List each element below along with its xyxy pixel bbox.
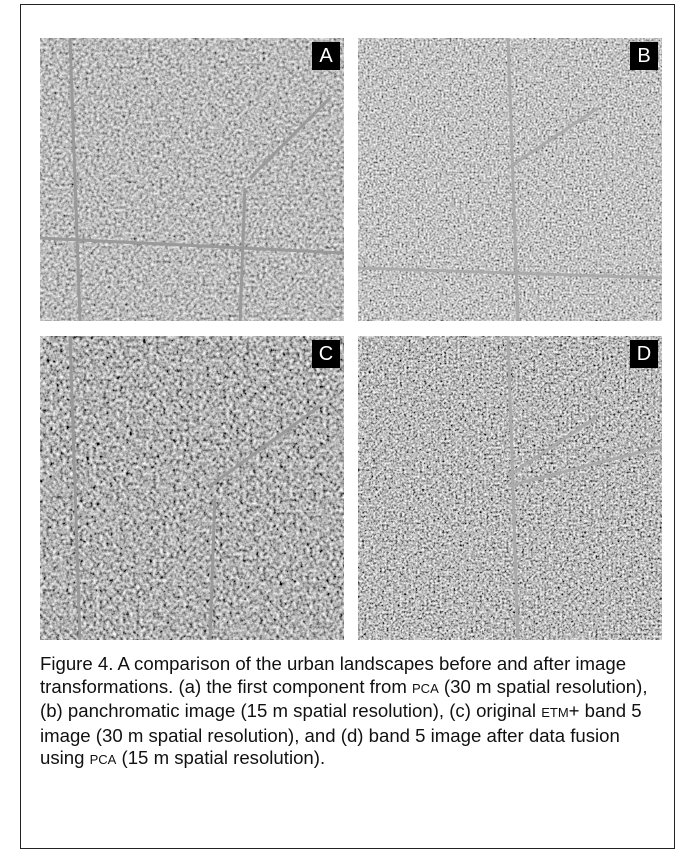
panel-label: B	[630, 42, 658, 70]
satellite-image	[40, 38, 344, 321]
caption-text: (15 m spatial resolution).	[116, 747, 325, 768]
figure-caption: Figure 4. A comparison of the urban land…	[40, 653, 665, 772]
panel-label: A	[312, 42, 340, 70]
panel-label: D	[630, 340, 658, 368]
satellite-image	[358, 38, 662, 321]
caption-acronym: PCA	[90, 752, 117, 767]
caption-acronym: ETM	[541, 705, 568, 720]
image-panel: D	[358, 336, 662, 640]
caption-acronym: PCA	[412, 681, 439, 696]
satellite-image	[40, 336, 344, 640]
image-panel: A	[40, 38, 344, 321]
panel-label: C	[312, 340, 340, 368]
image-panel: C	[40, 336, 344, 640]
satellite-image	[358, 336, 662, 640]
image-panel: B	[358, 38, 662, 321]
